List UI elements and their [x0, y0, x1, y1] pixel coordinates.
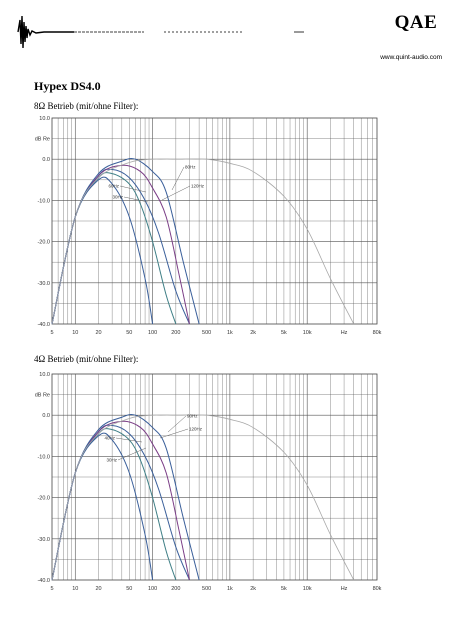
chart-caption-8ohm: 8Ω Betrieb (mit/ohne Filter):	[34, 101, 139, 111]
x-tick-label: 5	[50, 330, 53, 336]
y-tick-label: 10.0	[39, 372, 50, 378]
x-tick-label: 10k	[303, 330, 312, 336]
x-tick-label: 80k	[373, 586, 382, 592]
x-tick-label: 5k	[281, 330, 287, 336]
x-tick-label: 10k	[303, 586, 312, 592]
y-axis-label: dB Re	[35, 137, 50, 143]
x-tick-label: 100	[148, 586, 157, 592]
x-tick-label: 50	[126, 586, 132, 592]
x-tick-label: 50	[126, 330, 132, 336]
annotation-leader	[159, 428, 189, 439]
x-tick-label: 5k	[281, 586, 287, 592]
annotation-label: 40Hz	[104, 436, 115, 441]
x-tick-label: 100	[148, 330, 157, 336]
page-title: Hypex DS4.0	[34, 79, 101, 93]
annotation-label: 30Hz	[106, 458, 117, 463]
y-tick-label: -40.0	[37, 322, 50, 328]
y-tick-label: -30.0	[37, 537, 50, 543]
x-tick-label: 5	[50, 586, 53, 592]
y-tick-label: 0.0	[42, 413, 50, 419]
frequency-response-chart-4ohm: 10.0 0.0 -10.0 -20.0 -30.0 -40.0 dB Re 5 10 20 50 1…	[35, 372, 382, 592]
response-curve	[51, 158, 355, 325]
waveform-logo	[17, 15, 304, 49]
annotation-label: 30Hz	[112, 195, 123, 200]
y-tick-label: -10.0	[37, 454, 50, 460]
x-tick-label: 200	[171, 330, 180, 336]
annotation-label: 120Hz	[189, 427, 203, 432]
y-tick-label: -30.0	[37, 281, 50, 287]
x-tick-label: 2k	[250, 330, 256, 336]
x-tick-label: 500	[202, 330, 211, 336]
x-tick-label: 20	[95, 330, 101, 336]
y-tick-label: 10.0	[39, 116, 50, 122]
x-tick-label: Hz	[341, 586, 348, 592]
annotation-label: 80Hz	[185, 165, 196, 170]
annotation-leader	[161, 185, 191, 201]
annotation-label: 120Hz	[191, 184, 205, 189]
x-tick-label: 80k	[373, 330, 382, 336]
annotation-leader	[117, 447, 147, 461]
x-tick-label: 200	[171, 586, 180, 592]
y-axis-label: dB Re	[35, 393, 50, 399]
y-tick-label: -10.0	[37, 198, 50, 204]
y-tick-label: -20.0	[37, 240, 50, 246]
annotation-leader	[171, 166, 185, 191]
website-url[interactable]: www.quint-audio.com	[380, 54, 442, 61]
annotation-leader	[167, 415, 187, 433]
annotation-label: 90Hz	[187, 414, 198, 419]
x-tick-label: 10	[72, 586, 78, 592]
x-tick-label: 10	[72, 330, 78, 336]
response-curve	[51, 414, 355, 581]
y-tick-label: -40.0	[37, 578, 50, 584]
x-tick-label: 20	[95, 586, 101, 592]
annotation-leader	[119, 185, 147, 193]
x-tick-label: 1k	[227, 586, 233, 592]
x-tick-label: 2k	[250, 586, 256, 592]
chart-caption-4ohm: 4Ω Betrieb (mit/ohne Filter):	[34, 354, 139, 364]
frequency-response-chart-8ohm: 10.0 0.0 -10.0 -20.0 -30.0 -40.0 dB Re 5 10 20 50 1…	[35, 116, 382, 336]
x-tick-label: Hz	[341, 330, 348, 336]
annotation-leader	[115, 437, 143, 443]
y-tick-label: -20.0	[37, 496, 50, 502]
x-tick-label: 1k	[227, 330, 233, 336]
x-tick-label: 500	[202, 586, 211, 592]
annotation-label: 60Hz	[108, 184, 119, 189]
brand-logo: QAE	[394, 12, 438, 33]
annotation-leader	[123, 196, 149, 203]
y-tick-label: 0.0	[42, 157, 50, 163]
